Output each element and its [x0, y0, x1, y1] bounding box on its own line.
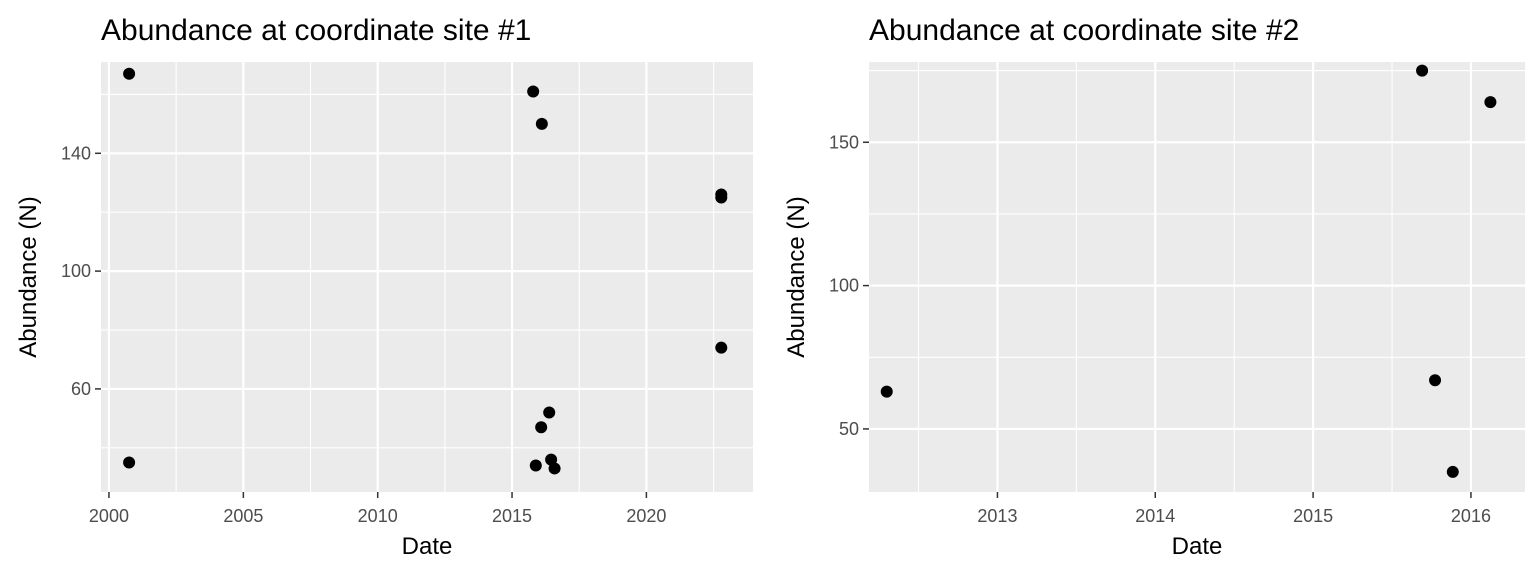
- gridlines: [101, 62, 753, 492]
- y-tick-label: 60: [71, 379, 91, 399]
- x-axis-title: Date: [402, 533, 453, 560]
- data-point: [715, 191, 728, 204]
- data-point: [123, 456, 136, 469]
- y-tick-label: 50: [839, 419, 859, 439]
- y-tick-label: 100: [61, 261, 91, 281]
- y-tick-label: 140: [61, 143, 91, 163]
- x-tick-label: 2020: [626, 506, 666, 526]
- chart-site-2: Abundance at coordinate site #2 50 100 150…: [783, 14, 1525, 560]
- data-points: [880, 64, 1497, 478]
- y-tick-label: 100: [829, 276, 859, 296]
- x-tick-label: 2005: [223, 506, 263, 526]
- y-axis: 50 100 150: [829, 132, 869, 439]
- data-point: [535, 421, 548, 434]
- plot-panel: [869, 62, 1525, 492]
- x-tick-label: 2010: [358, 506, 398, 526]
- x-tick-label: 2015: [1293, 506, 1333, 526]
- chart-site-1: Abundance at coordinate site #1 60 100 140…: [15, 14, 753, 560]
- data-point: [1484, 96, 1497, 109]
- x-axis-title: Date: [1172, 533, 1223, 560]
- data-point: [1416, 64, 1429, 77]
- data-point: [535, 117, 548, 130]
- x-tick-label: 2015: [492, 506, 532, 526]
- x-axis: 2013 2014 2015 2016: [977, 492, 1491, 526]
- y-axis: 60 100 140: [61, 143, 101, 399]
- data-points: [123, 67, 728, 475]
- y-tick-label: 150: [829, 132, 859, 152]
- data-point: [1446, 465, 1459, 478]
- data-point: [548, 462, 561, 475]
- chart-title: Abundance at coordinate site #1: [101, 14, 531, 47]
- chart-title: Abundance at coordinate site #2: [869, 14, 1299, 47]
- plot-panel: [101, 62, 753, 492]
- data-point: [1429, 374, 1442, 387]
- gridlines: [869, 62, 1525, 492]
- data-point: [123, 67, 136, 80]
- x-tick-label: 2000: [89, 506, 129, 526]
- x-tick-label: 2014: [1135, 506, 1175, 526]
- data-point: [715, 341, 728, 354]
- x-axis: 2000 2005 2010 2015 2020: [89, 492, 666, 526]
- y-axis-title: Abundance (N): [783, 196, 810, 357]
- data-point: [527, 85, 540, 98]
- data-point: [543, 406, 556, 419]
- data-point: [880, 385, 893, 398]
- data-point: [529, 459, 542, 472]
- x-tick-label: 2013: [977, 506, 1017, 526]
- x-tick-label: 2016: [1451, 506, 1491, 526]
- y-axis-title: Abundance (N): [15, 196, 42, 357]
